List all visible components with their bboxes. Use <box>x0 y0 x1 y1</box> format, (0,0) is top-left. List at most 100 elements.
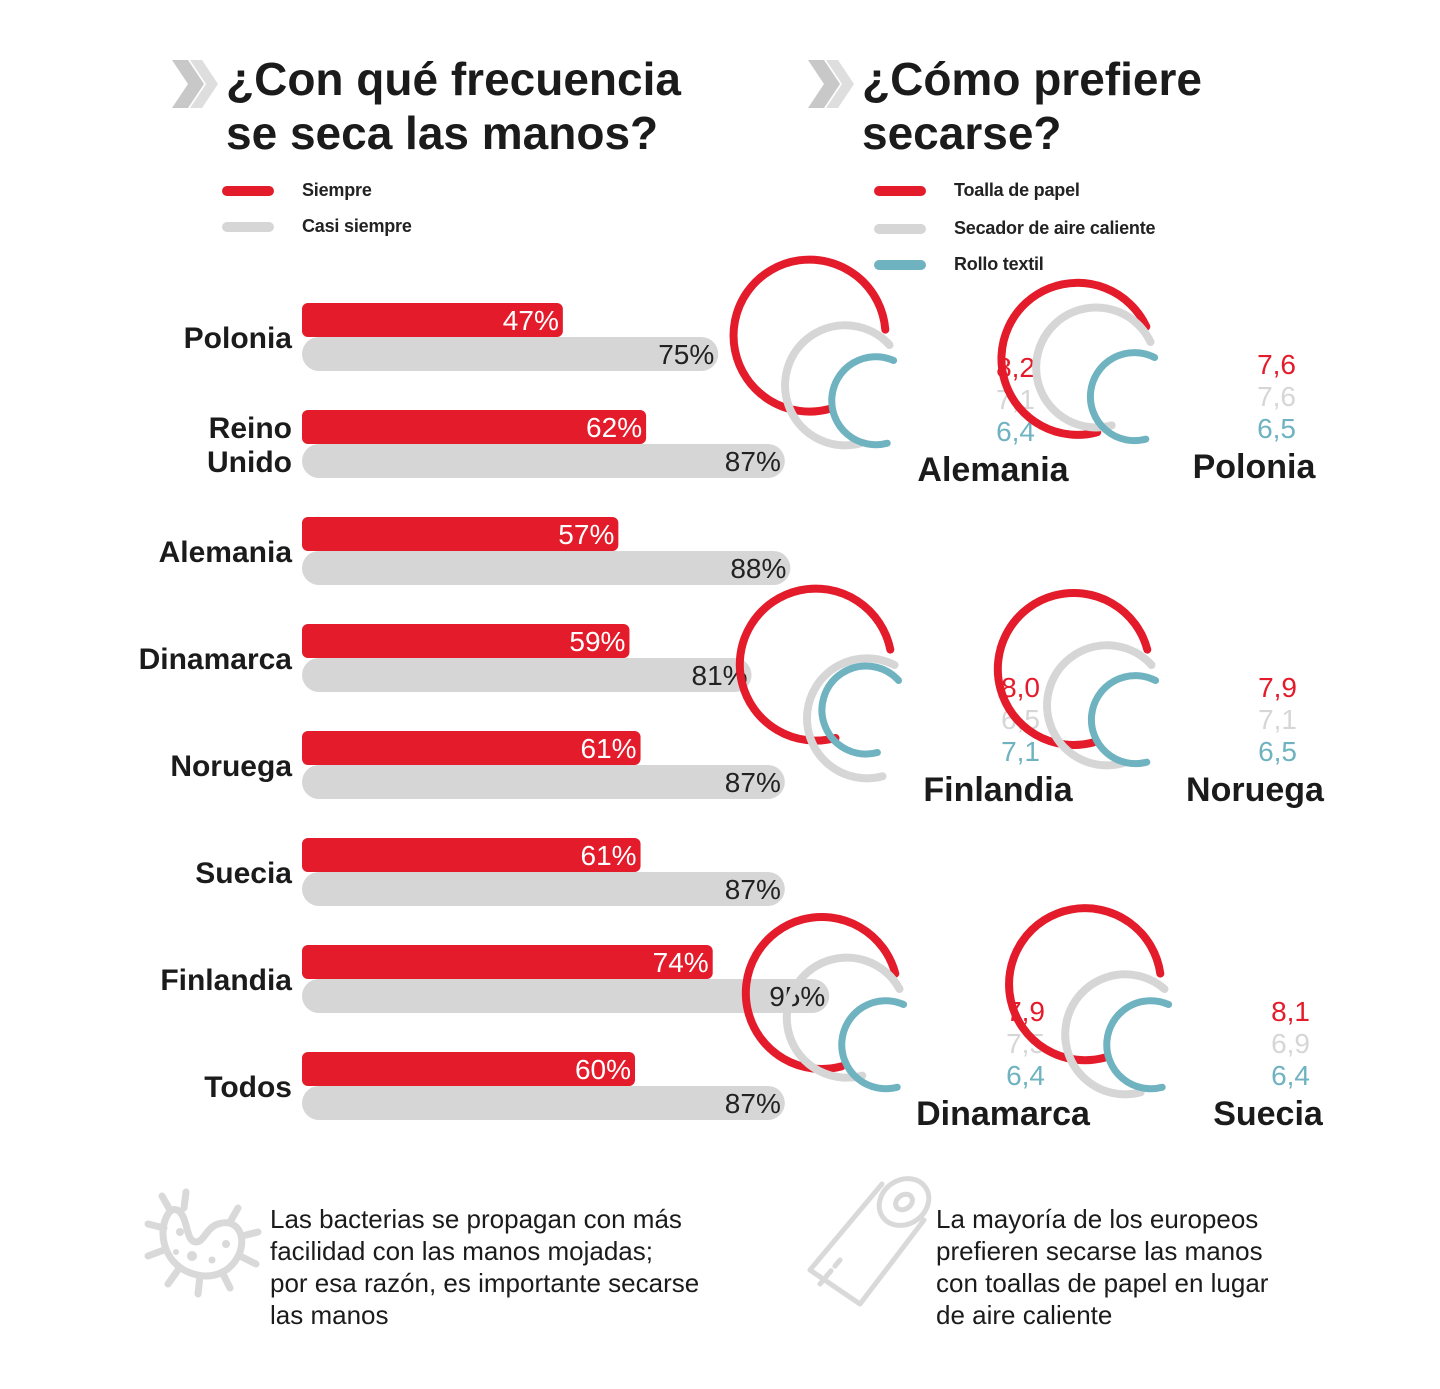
legend-swatch-gray <box>222 221 274 232</box>
arc-rollo <box>1103 997 1173 1093</box>
legend-item-rollo: Rollo textil <box>874 254 1044 275</box>
chevron-right-icon <box>808 60 854 108</box>
value-label: 6,4 <box>1006 1060 1045 1091</box>
category-label: Reino <box>209 412 292 445</box>
footer-right-line: La mayoría de los europeos <box>936 1204 1259 1234</box>
left-title-line1: ¿Con qué frecuencia <box>226 53 681 105</box>
footer-right-line: de aire caliente <box>936 1300 1113 1330</box>
arc-toalla <box>997 278 1151 439</box>
arc-secador <box>782 953 904 1082</box>
bar-group: 61% 87% Noruega <box>170 731 785 799</box>
bar-casi-siempre-label: 87% <box>725 446 781 477</box>
bar-siempre-label: 47% <box>503 305 559 336</box>
category-label: Noruega <box>170 750 292 783</box>
bar-casi-siempre <box>302 551 791 585</box>
legend-swatch-red <box>874 185 926 196</box>
bar-siempre-label: 59% <box>569 626 625 657</box>
value-label: 6,9 <box>1271 1028 1310 1059</box>
bar-group: 60% 87% Todos <box>204 1052 785 1120</box>
value-label: 6,5 <box>1258 736 1297 767</box>
legend-label: Casi siempre <box>302 216 412 236</box>
bar-siempre-label: 61% <box>581 840 637 871</box>
country-label: Finlandia <box>923 771 1073 809</box>
right-title-line2: secarse? <box>862 107 1062 159</box>
legend-item-toalla: Toalla de papel <box>874 180 1080 201</box>
bar-group: 57% 88% Alemania <box>159 517 791 585</box>
legend-swatch-gray <box>874 223 926 234</box>
country-label: Noruega <box>1186 771 1325 809</box>
country-label: Dinamarca <box>916 1095 1091 1133</box>
footer-right-line: prefieren secarse las manos <box>936 1236 1263 1266</box>
category-label: Dinamarca <box>139 643 293 676</box>
category-label: Finlandia <box>160 964 292 997</box>
country-label: Polonia <box>1193 448 1317 486</box>
bar-siempre <box>302 410 647 444</box>
bar-group: 59%81%Dinamarca <box>139 624 752 692</box>
bar-siempre-label: 60% <box>575 1054 631 1085</box>
bar-casi-siempre-label: 75% <box>658 339 714 370</box>
bar-casi-siempre <box>302 979 830 1013</box>
arc-rollo <box>1086 349 1159 445</box>
bar-casi-siempre <box>302 337 719 371</box>
footer-left-line: por esa razón, es importante secarse <box>270 1268 700 1298</box>
right-title-line1: ¿Cómo prefiere <box>862 53 1202 105</box>
category-label: Todos <box>204 1071 292 1104</box>
footer-right-text: La mayoría de los europeos prefieren sec… <box>936 1203 1268 1331</box>
bar-siempre-label: 74% <box>653 947 709 978</box>
category-label: Alemania <box>159 536 293 569</box>
value-label: 7,9 <box>1258 672 1297 703</box>
legend-item-secador: Secador de aire caliente <box>874 218 1156 239</box>
footer-left-text: Las bacterias se propagan con más facili… <box>270 1203 699 1331</box>
chevron-right-icon <box>172 60 218 108</box>
value-label: 7,1 <box>1258 704 1297 735</box>
bar-casi-siempre-label: 88% <box>730 553 786 584</box>
bar-siempre <box>302 731 641 765</box>
bar-casi-siempre-label: 87% <box>725 874 781 905</box>
bar-group: 47% 75% Polonia <box>184 303 719 371</box>
footer-left-line: Las bacterias se propagan con más <box>270 1204 682 1234</box>
bacteria-icon <box>144 1188 262 1298</box>
bar-group: 61% 87% Suecia <box>195 838 785 906</box>
arc-toalla <box>993 588 1152 749</box>
legend-label: Secador de aire caliente <box>954 218 1156 238</box>
value-label: 7,1 <box>1001 736 1040 767</box>
arc-rollo <box>838 997 908 1093</box>
legend-label: Rollo textil <box>954 254 1044 274</box>
arc-toalla <box>735 584 895 745</box>
bar-siempre <box>302 303 563 337</box>
arc-secador <box>1061 970 1169 1099</box>
bar-siempre <box>302 624 630 658</box>
arc-secador <box>1032 303 1155 432</box>
footer-left-line: las manos <box>270 1300 389 1330</box>
legend-swatch-teal <box>874 259 926 270</box>
bar-siempre <box>302 945 713 979</box>
country-label: Alemania <box>917 451 1069 489</box>
bar-casi-siempre <box>302 444 785 478</box>
left-panel-title: ¿Con qué frecuencia se seca las manos? <box>226 52 681 160</box>
right-panel-title: ¿Cómo prefiere secarse? <box>862 52 1202 160</box>
value-label: 6,4 <box>1271 1060 1310 1091</box>
legend-item-siempre: Siempre <box>222 180 372 201</box>
legend-item-casi-siempre: Casi siempre <box>222 216 412 237</box>
legend-label: Toalla de papel <box>954 180 1080 200</box>
bar-siempre <box>302 1052 635 1086</box>
bar-group: 74%95%Finlandia <box>160 945 830 1013</box>
left-title-line2: se seca las manos? <box>226 107 659 159</box>
footer-left-line: facilidad con las manos mojadas; <box>270 1236 653 1266</box>
paper-towel-roll-icon <box>807 1176 932 1307</box>
category-label: Polonia <box>184 322 293 355</box>
bar-casi-siempre <box>302 1086 785 1120</box>
arc-secador <box>803 654 899 783</box>
arc-rollo <box>1087 672 1160 768</box>
bar-siempre-label: 57% <box>558 519 614 550</box>
country-label: Suecia <box>1213 1095 1324 1133</box>
arc-toalla <box>741 912 900 1073</box>
bar-siempre <box>302 838 641 872</box>
